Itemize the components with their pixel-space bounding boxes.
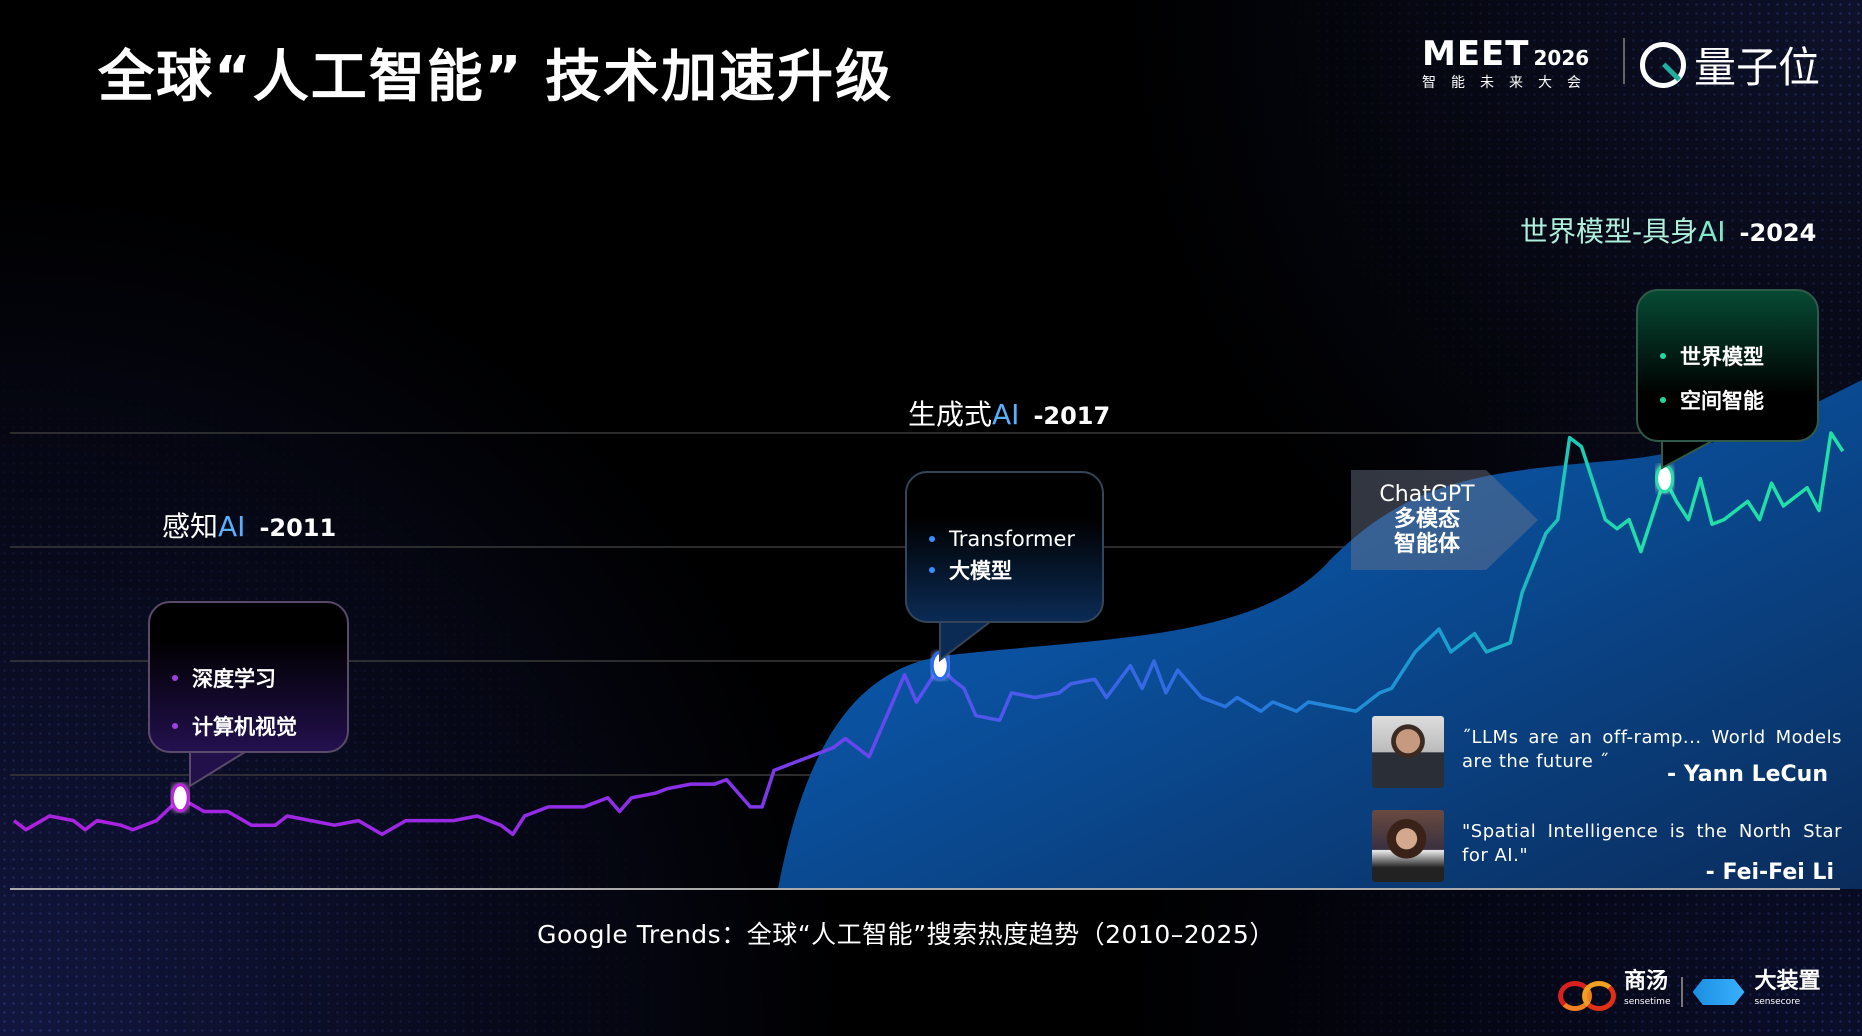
chatgpt-label: ChatGPT 多模态 智能体 (1351, 470, 1541, 570)
era-name: 感知 (162, 510, 219, 543)
meet-logo-sub: 智能未来大会 (1422, 75, 1596, 91)
era-name: 生成式 (908, 398, 993, 431)
callout-generative: Transformer 大模型 (905, 471, 1104, 623)
lecun-photo (1372, 716, 1444, 788)
brand-divider (1680, 977, 1683, 1007)
sensetime-cn: 商汤 (1624, 969, 1669, 994)
callout-tail-3 (1661, 440, 1713, 470)
callout-item: 深度学习 (172, 663, 325, 693)
quote-feifei: "Spatial Intelligence is the North Star … (1372, 810, 1842, 885)
callout-item: 大模型 (929, 555, 1080, 585)
sensetime-en: sensetime (1624, 997, 1671, 1007)
qbit-logo: 量子位 (1640, 34, 1820, 95)
era-year: -2011 (259, 514, 337, 542)
era-name: 世界模型-具身 (1520, 215, 1699, 248)
era-ai: AI (218, 510, 246, 543)
meet-logo-year: 2026 (1533, 46, 1590, 70)
quote-author: - Fei-Fei Li (1705, 860, 1834, 885)
logo-divider (1623, 38, 1625, 84)
era-ai: AI (1698, 215, 1726, 248)
chatgpt-line3: 智能体 (1393, 532, 1460, 557)
qbit-logo-text: 量子位 (1694, 43, 1821, 92)
callout-perception: 深度学习 计算机视觉 (148, 601, 349, 753)
callout-item: Transformer (929, 527, 1080, 551)
callout-tail-1 (189, 751, 246, 788)
trend-area (778, 380, 1862, 889)
sensecore-icon (1692, 979, 1745, 1005)
callout-tail-2 (939, 621, 991, 663)
chatgpt-line1: ChatGPT (1379, 482, 1475, 507)
sensetime-logo: 商汤 sensetime (1624, 969, 1671, 1012)
callout-world-model: 世界模型 空间智能 (1636, 289, 1819, 442)
footer-brands: 商汤 sensetime 大装置 sensecore (1558, 969, 1821, 1012)
era-label-generative: 生成式AI -2017 (908, 393, 1110, 433)
trend-line (12, 431, 1845, 837)
callout-item: 世界模型 (1660, 341, 1795, 371)
quote-lecun: ˝LLMs are an off-ramp... World Models ar… (1372, 716, 1842, 790)
highlight-marker (1655, 464, 1675, 494)
callout-item: 计算机视觉 (172, 711, 325, 741)
sensetime-icon (1558, 979, 1616, 1011)
feifei-photo (1372, 810, 1444, 882)
quote-text: ˝LLMs are an off-ramp... World Models ar… (1462, 727, 1842, 772)
era-label-perception: 感知AI -2011 (162, 505, 336, 545)
era-ai: AI (992, 398, 1020, 431)
quote-author: - Yann LeCun (1667, 762, 1828, 787)
era-year: -2017 (1033, 402, 1111, 430)
sensecore-logo: 大装置 sensecore (1754, 969, 1821, 1012)
sensecore-cn: 大装置 (1754, 969, 1821, 994)
chart-caption: Google Trends：全球“人工智能”搜索热度趋势（2010–2025） (537, 920, 1275, 949)
meet-logo-main: MEET (1422, 34, 1530, 74)
era-label-world-model: 世界模型-具身AI -2024 (1520, 210, 1816, 250)
highlight-marker (170, 783, 190, 813)
page-title: 全球“人工智能” 技术加速升级 (98, 45, 894, 110)
qbit-q-icon (1640, 41, 1686, 88)
chatgpt-line2: 多模态 (1393, 507, 1460, 532)
quote-text: "Spatial Intelligence is the North Star … (1462, 821, 1842, 866)
era-year: -2024 (1739, 219, 1817, 247)
chatgpt-arrow-box (1351, 470, 1538, 570)
sensecore-en: sensecore (1754, 997, 1801, 1007)
callout-item: 空间智能 (1660, 385, 1795, 415)
meet-logo: MEET 2026 智能未来大会 (1422, 34, 1596, 92)
